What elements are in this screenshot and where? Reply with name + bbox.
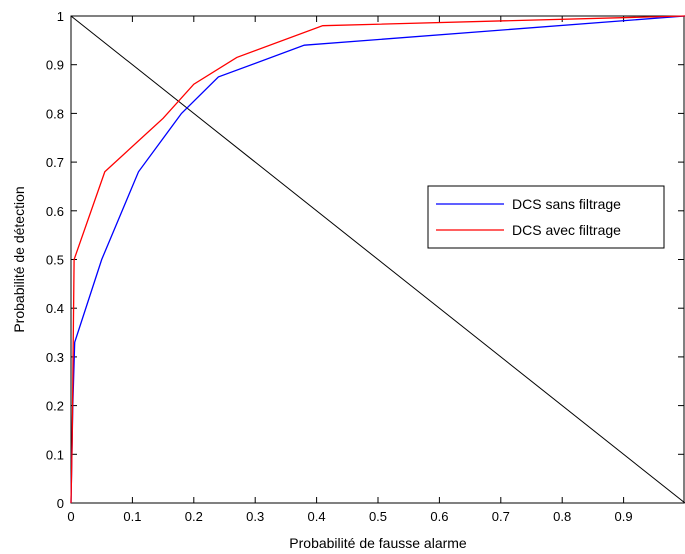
y-tick-label: 0.5 <box>46 253 64 268</box>
y-tick-label: 0.9 <box>46 58 64 73</box>
y-tick-label: 0.2 <box>46 399 64 414</box>
x-tick-label: 0.4 <box>308 509 326 524</box>
x-tick-label: 0.9 <box>615 509 633 524</box>
y-tick-label: 0.8 <box>46 106 64 121</box>
diagonal-line <box>70 15 685 504</box>
x-axis-label: Probabilité de fausse alarme <box>289 535 467 551</box>
legend-box <box>427 185 665 249</box>
series-lines <box>70 15 685 504</box>
y-tick-label: 0 <box>57 496 64 511</box>
x-tick-label: 0.7 <box>492 509 510 524</box>
y-tick-labels: 0 0.1 0.2 0.3 0.4 0.5 0.6 0.7 0.8 0.9 1 <box>46 9 64 511</box>
y-axis-label: Probabilité de détection <box>11 186 27 332</box>
y-tick-label: 0.3 <box>46 350 64 365</box>
x-tick-label: 0.2 <box>185 509 203 524</box>
x-tick-label: 0.5 <box>369 509 387 524</box>
x-tick-label: 0.3 <box>246 509 264 524</box>
y-tick-label: 0.7 <box>46 155 64 170</box>
x-tick-label: 0.1 <box>123 509 141 524</box>
x-tick-label: 0 <box>67 509 74 524</box>
y-tick-label: 0.6 <box>46 204 64 219</box>
x-tick-labels: 0 0.1 0.2 0.3 0.4 0.5 0.6 0.7 0.8 0.9 <box>67 509 632 524</box>
x-tick-label: 0.8 <box>553 509 571 524</box>
y-tick-label: 0.4 <box>46 301 64 316</box>
y-tick-label: 1 <box>57 9 64 24</box>
y-tick-label: 0.1 <box>46 447 64 462</box>
series-line-avec-filtrage <box>70 15 685 504</box>
series-line-sans-filtrage <box>70 15 685 504</box>
x-tick-label: 0.6 <box>430 509 448 524</box>
legend: DCS sans filtrage DCS avec filtrage <box>427 185 665 249</box>
legend-label-avec-filtrage: DCS avec filtrage <box>512 222 621 238</box>
legend-label-sans-filtrage: DCS sans filtrage <box>512 196 621 212</box>
